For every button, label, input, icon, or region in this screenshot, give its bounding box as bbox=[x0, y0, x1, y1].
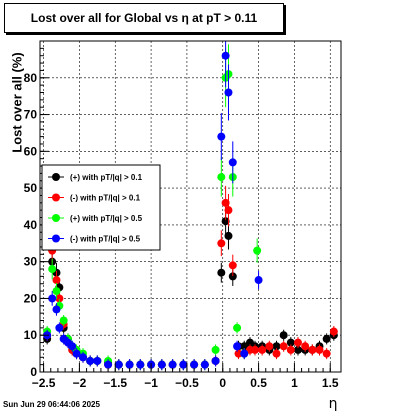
data-point bbox=[211, 356, 220, 365]
data-point bbox=[224, 206, 233, 215]
data-point bbox=[279, 342, 288, 351]
data-point bbox=[179, 360, 188, 369]
data-point bbox=[322, 349, 331, 358]
data-point bbox=[104, 360, 113, 369]
legend-marker bbox=[52, 193, 60, 202]
data-point bbox=[52, 305, 61, 314]
data-point bbox=[168, 360, 177, 369]
plot-frame bbox=[39, 40, 342, 373]
x-tick-label: 1 bbox=[291, 376, 298, 390]
data-point bbox=[228, 261, 237, 270]
data-point bbox=[294, 345, 302, 354]
legend-marker bbox=[52, 234, 60, 243]
data-point bbox=[190, 360, 199, 369]
legend-marker bbox=[52, 173, 60, 181]
data-point bbox=[279, 331, 288, 340]
data-point bbox=[272, 342, 281, 351]
data-point bbox=[221, 198, 230, 207]
y-tick-label: 70 bbox=[24, 108, 38, 122]
legend-label: (-) with pT/|q| > 0.5 bbox=[70, 235, 141, 244]
series-group bbox=[43, 41, 263, 371]
y-tick-label: 30 bbox=[24, 255, 38, 269]
data-point bbox=[79, 353, 87, 362]
data-point bbox=[240, 342, 249, 351]
x-tick-label: −0.5 bbox=[175, 376, 199, 390]
data-point bbox=[258, 345, 267, 354]
data-point bbox=[52, 276, 61, 285]
legend: (+) with pT/|q| > 0.1 (-) with pT/|q| > 0… bbox=[41, 164, 161, 251]
data-point bbox=[221, 217, 230, 226]
x-axis-label: η bbox=[328, 396, 338, 412]
y-axis-label: Lost over all (%) bbox=[9, 52, 25, 153]
data-point bbox=[217, 173, 226, 182]
data-point bbox=[272, 349, 281, 358]
data-point bbox=[157, 360, 166, 369]
data-point bbox=[59, 316, 68, 325]
data-point bbox=[211, 345, 220, 354]
data-point bbox=[329, 327, 338, 336]
footer-timestamp: Sun Jun 29 06:44:06 2025 bbox=[3, 400, 100, 409]
data-point bbox=[48, 265, 57, 274]
data-point bbox=[322, 334, 331, 343]
x-tick-label: 0 bbox=[219, 376, 226, 390]
data-point bbox=[55, 294, 64, 303]
data-point bbox=[224, 231, 233, 240]
data-point bbox=[240, 349, 249, 358]
data-point bbox=[136, 360, 145, 369]
data-point bbox=[52, 287, 61, 296]
x-tick-label: −2.5 bbox=[32, 376, 56, 390]
data-point bbox=[315, 345, 324, 354]
data-point bbox=[253, 246, 262, 255]
data-point bbox=[125, 360, 134, 369]
axis-ticks: −2.5 −2 −1.5 −1 −0.5 0 0.5 1 1.5 0 10 20 30 40 50 60 70 8… bbox=[24, 40, 339, 390]
data-point bbox=[233, 323, 242, 332]
data-point bbox=[217, 268, 226, 277]
data-point bbox=[286, 338, 295, 347]
legend-marker bbox=[52, 214, 60, 222]
y-tick-label: 20 bbox=[24, 291, 38, 305]
data-point bbox=[234, 349, 243, 358]
y-tick-label: 0 bbox=[30, 365, 37, 379]
y-tick-label: 40 bbox=[24, 218, 38, 232]
data-point bbox=[68, 342, 77, 351]
x-tick-label: −1.5 bbox=[103, 376, 127, 390]
data-point bbox=[251, 345, 259, 354]
y-tick-label: 50 bbox=[24, 181, 38, 195]
data-point bbox=[254, 276, 263, 285]
data-point bbox=[233, 342, 242, 351]
data-point bbox=[221, 51, 230, 60]
x-tick-label: −2 bbox=[73, 376, 87, 390]
data-point bbox=[217, 132, 226, 141]
data-point bbox=[200, 360, 209, 369]
data-point bbox=[265, 342, 274, 351]
y-tick-label: 80 bbox=[24, 71, 38, 85]
data-point bbox=[301, 342, 310, 351]
data-point bbox=[72, 349, 81, 358]
legend-label: (+) with pT/|q| > 0.1 bbox=[70, 173, 143, 182]
data-point bbox=[217, 239, 226, 248]
data-point bbox=[114, 360, 123, 369]
data-point bbox=[228, 158, 237, 167]
data-point bbox=[294, 338, 302, 347]
x-tick-label: 0.5 bbox=[250, 376, 267, 390]
legend-label: (+) with pT/|q| > 0.5 bbox=[70, 214, 143, 223]
data-point bbox=[48, 294, 57, 303]
chart-title: Lost over all for Global vs η at pT > 0.… bbox=[4, 3, 284, 33]
y-tick-label: 60 bbox=[24, 144, 38, 158]
data-point bbox=[286, 345, 295, 354]
legend-box bbox=[41, 164, 161, 251]
legend-label: (-) with pT/|q| > 0.1 bbox=[70, 194, 141, 203]
data-point bbox=[308, 345, 317, 354]
data-point bbox=[55, 323, 64, 332]
x-tick-label: −1 bbox=[144, 376, 158, 390]
data-point bbox=[86, 356, 95, 365]
data-point bbox=[93, 356, 102, 365]
data-point bbox=[224, 88, 233, 97]
x-tick-label: 1.5 bbox=[322, 376, 339, 390]
y-tick-label: 10 bbox=[24, 328, 38, 342]
data-point bbox=[228, 272, 237, 281]
